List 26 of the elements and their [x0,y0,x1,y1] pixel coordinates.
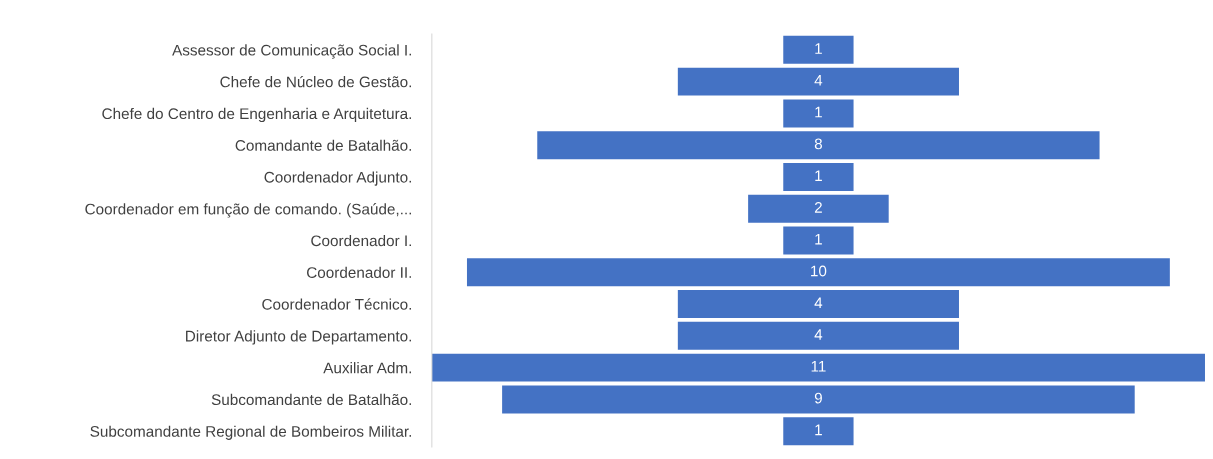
data-label: 1 [815,170,822,181]
category-label: Comandante de Batalhão. [235,139,411,151]
data-label: 1 [815,233,822,245]
data-label: 1 [815,43,822,54]
category-label: Chefe de Núcleo de Gestão. [220,75,411,88]
data-label: 4 [814,75,823,86]
data-label: 1 [815,106,822,118]
category-label: Chefe do Centro de Engenharia e Arquitetura. [102,107,412,123]
category-label: Coordenador Adjunto. [264,171,411,186]
category-label: Assessor de Comunicação Social I. [172,44,411,59]
category-label: Coordenador I. [311,234,411,247]
data-label: 11 [811,361,826,372]
category-label: Subcomandante de Batalhão. [211,393,411,406]
data-label: 9 [814,392,822,404]
data-label: 4 [814,329,823,340]
category-label: Coordenador em função de comando. (Saúde,... [85,203,412,218]
category-label: Diretor Adjunto de Departamento. [186,330,412,345]
category-label: Subcomandante Regional de Bombeiros Militar. [90,425,412,440]
category-label: Coordenador II. [307,266,411,278]
data-label: 1 [815,424,822,436]
data-label: 4 [814,297,823,309]
data-label: 2 [814,202,822,213]
category-label: Coordenador Técnico. [262,298,411,310]
category-label: Auxiliar Adm. [323,362,411,374]
data-label: 8 [814,138,822,150]
data-label: 10 [811,265,827,277]
